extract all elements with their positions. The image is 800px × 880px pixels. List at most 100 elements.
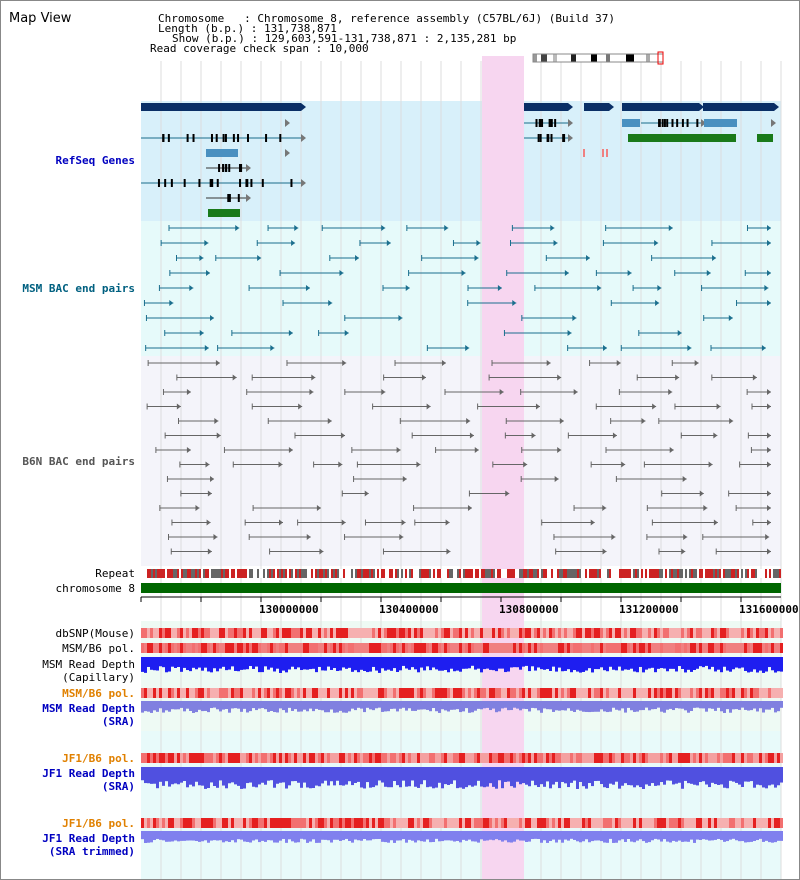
read-depth-bar [759, 767, 762, 786]
track-label-jf1-b6-pol-2: JF1/B6 pol. [62, 817, 135, 830]
read-depth-bar [264, 831, 267, 842]
repeat-segment [163, 569, 165, 578]
read-depth-bar [543, 657, 546, 670]
polymorphism-cell [717, 688, 720, 698]
polymorphism-cell [558, 628, 561, 638]
repeat-segment [597, 569, 599, 578]
read-depth-bar [270, 767, 273, 781]
read-depth-bar [237, 767, 240, 786]
repeat-segment [323, 569, 325, 578]
selection-highlight [482, 56, 524, 879]
polymorphism-cell [144, 753, 147, 763]
coverage-label: Read coverage check span [150, 42, 309, 55]
polymorphism-cell [168, 818, 171, 828]
polymorphism-cell [573, 753, 576, 763]
polymorphism-cell [183, 643, 186, 653]
polymorphism-cell [207, 688, 210, 698]
track-label-b6n-bac[interactable]: B6N BAC end pairs [22, 455, 135, 468]
read-depth-bar [438, 657, 441, 671]
read-depth-bar [297, 831, 300, 843]
polymorphism-cell [621, 753, 624, 763]
bac-end-arrow [386, 240, 391, 246]
ideogram-position-marker [657, 51, 664, 65]
polymorphism-cell [162, 628, 165, 638]
read-depth-bar [372, 767, 375, 788]
polymorphism-cell [150, 753, 153, 763]
read-depth-bar [258, 657, 261, 673]
polymorphism-cell [777, 628, 780, 638]
track-label-refseq[interactable]: RefSeq Genes [55, 154, 135, 167]
read-depth-bar [393, 831, 396, 843]
repeat-segment [659, 569, 661, 578]
polymorphism-cell [561, 628, 564, 638]
repeat-segment [189, 569, 191, 578]
bac-end-arrow [199, 330, 204, 336]
polymorphism-cell [360, 818, 363, 828]
repeat-segment [511, 569, 513, 578]
polymorphism-cell [579, 628, 582, 638]
polymorphism-cell [492, 818, 495, 828]
polymorphism-cell [267, 688, 270, 698]
polymorphism-cell [657, 628, 660, 638]
read-depth-bar [702, 701, 705, 709]
read-depth-bar [720, 831, 723, 840]
polymorphism-cell [228, 753, 231, 763]
read-depth-bar [198, 701, 201, 710]
polymorphism-cell [171, 818, 174, 828]
polymorphism-cell [345, 643, 348, 653]
repeat-segment [611, 569, 613, 578]
polymorphism-cell [567, 643, 570, 653]
polymorphism-cell [495, 818, 498, 828]
polymorphism-cell [693, 628, 696, 638]
read-depth-bar [612, 701, 615, 708]
repeat-segment [167, 569, 169, 578]
polymorphism-cell [192, 643, 195, 653]
repeat-segment [471, 569, 473, 578]
polymorphism-cell [192, 628, 195, 638]
repeat-segment [661, 569, 663, 578]
bac-end-arrow [476, 240, 481, 246]
repeat-segment [407, 569, 409, 578]
polymorphism-cell [666, 688, 669, 698]
polymorphism-cell [726, 688, 729, 698]
polymorphism-cell [189, 688, 192, 698]
read-depth-bar [636, 767, 639, 786]
repeat-segment [693, 569, 695, 578]
polymorphism-cell [675, 628, 678, 638]
read-depth-bar [669, 657, 672, 669]
read-depth-bar [636, 831, 639, 841]
polymorphism-cell [399, 818, 402, 828]
read-depth-bar [747, 701, 750, 711]
polymorphism-cell [282, 628, 285, 638]
polymorphism-cell [498, 688, 501, 698]
read-depth-bar [216, 657, 219, 672]
read-depth-bar [405, 831, 408, 843]
read-depth-bar [702, 767, 705, 782]
read-depth-bar [279, 767, 282, 783]
read-depth-bar [735, 831, 738, 841]
polymorphism-cell [426, 628, 429, 638]
polymorphism-cell [318, 753, 321, 763]
polymorphism-cell [360, 628, 363, 638]
repeat-segment [711, 569, 713, 578]
read-depth-bar [246, 657, 249, 670]
read-depth-bar [726, 701, 729, 710]
track-label-msm-bac[interactable]: MSM BAC end pairs [22, 282, 135, 295]
polymorphism-cell [720, 818, 723, 828]
polymorphism-cell [750, 818, 753, 828]
exon [546, 134, 549, 142]
polymorphism-cell [774, 753, 777, 763]
polymorphism-cell [249, 643, 252, 653]
read-depth-bar [540, 831, 543, 843]
read-depth-bar [492, 831, 495, 841]
read-depth-bar [453, 831, 456, 842]
polymorphism-cell [273, 643, 276, 653]
read-depth-bar [234, 831, 237, 843]
bac-end-arrow [466, 418, 471, 424]
polymorphism-cell [771, 753, 774, 763]
read-depth-bar [666, 831, 669, 842]
read-depth-bar [363, 767, 366, 789]
polymorphism-cell [687, 628, 690, 638]
repeat-segment [315, 569, 317, 578]
